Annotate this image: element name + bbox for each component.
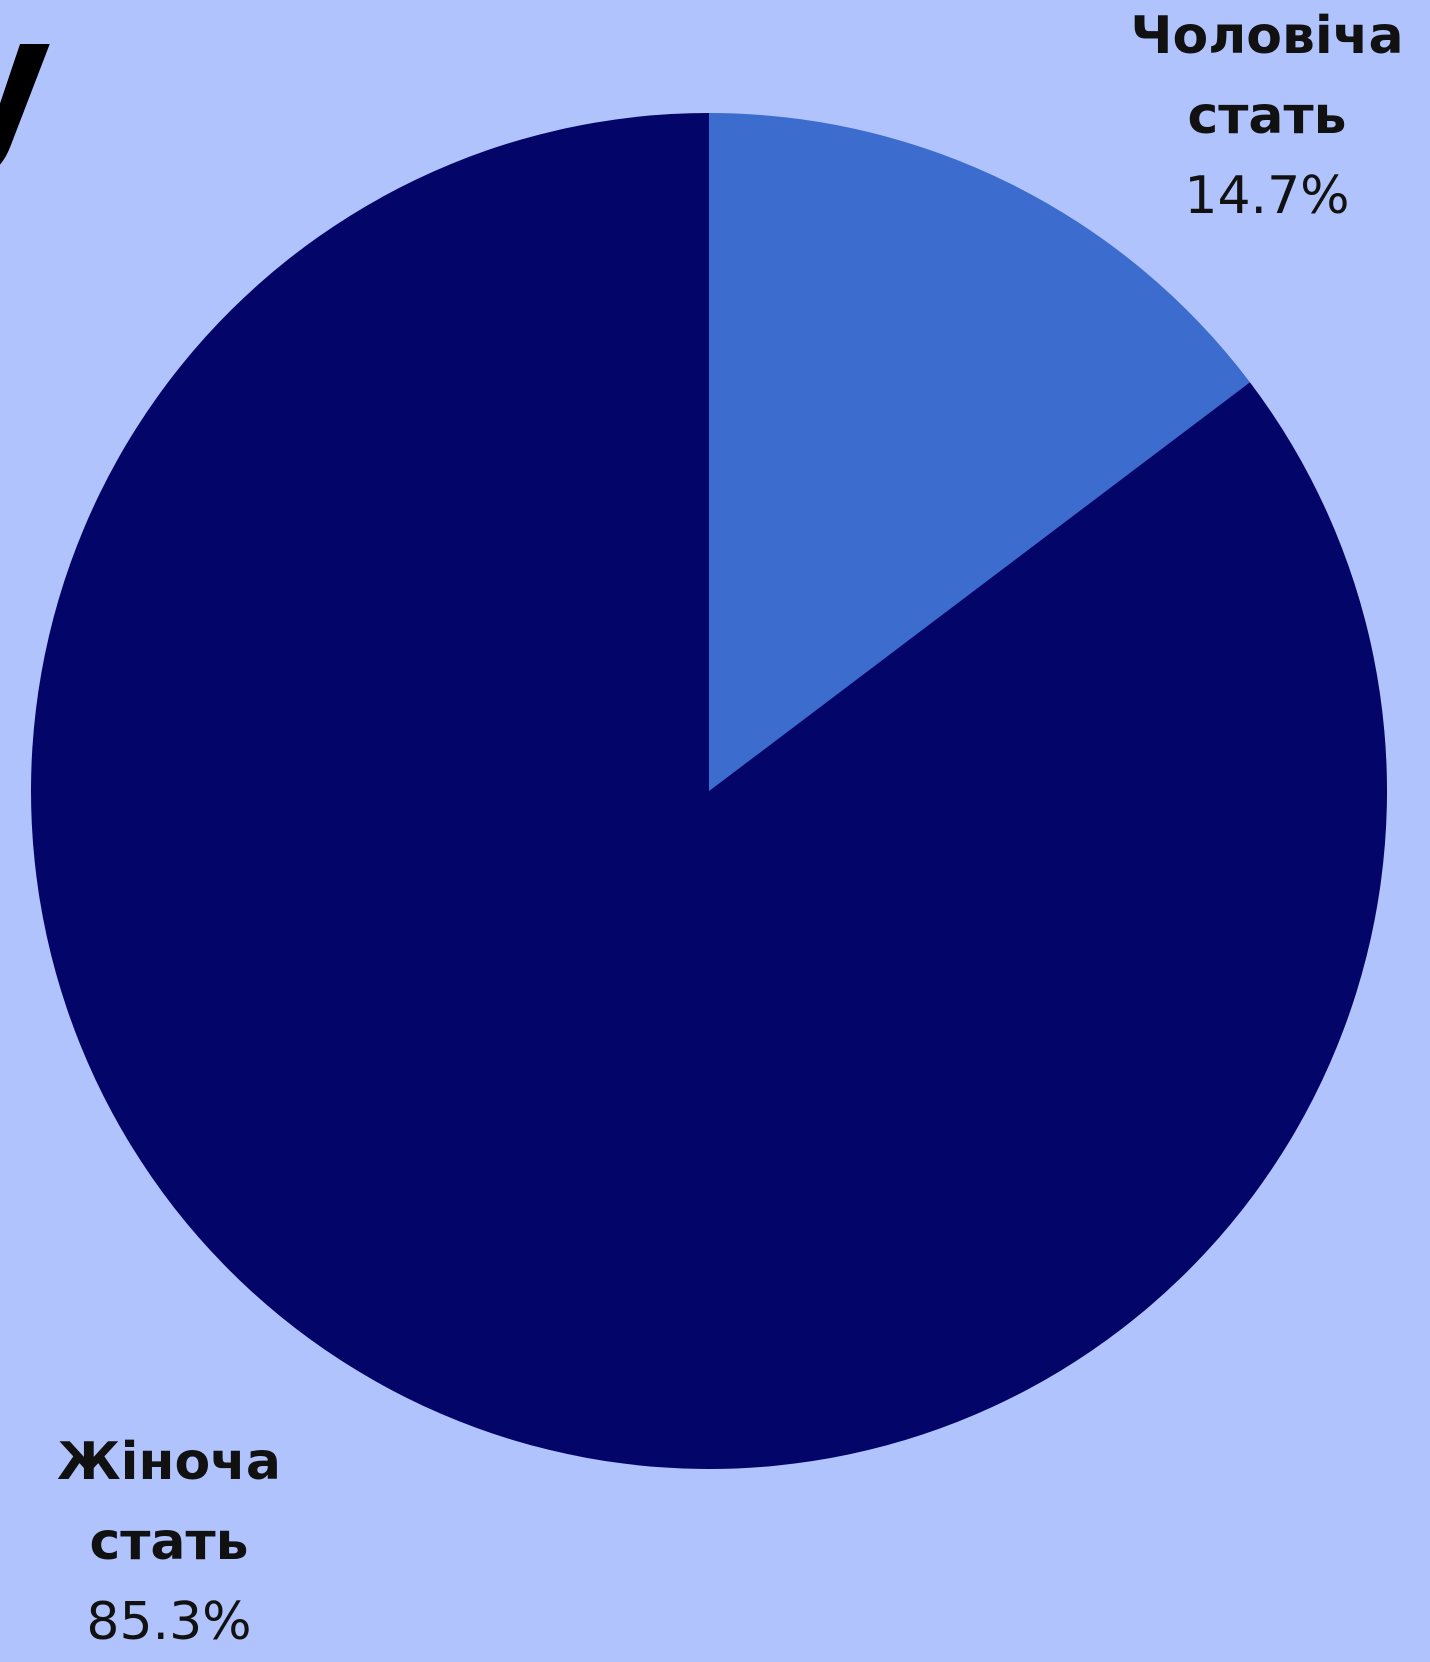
pie-slice-female (30, 113, 1388, 1470)
slice-label-male: Чоловіча стать 14.7% (1107, 0, 1427, 236)
slice-label-male-percent: 14.7% (1184, 166, 1350, 226)
slice-label-female: Жіноча стать 85.3% (9, 1422, 329, 1662)
cropped-title-fragment: y (0, 0, 53, 164)
slice-label-female-line2: стать (89, 1512, 249, 1572)
pie-slice-male (709, 113, 1250, 791)
slice-label-male-line1: Чоловіча (1130, 6, 1404, 66)
pie-chart (30, 113, 1388, 1470)
slice-label-female-percent: 85.3% (86, 1592, 252, 1652)
slice-label-female-line1: Жіноча (57, 1432, 281, 1492)
slice-label-male-line2: стать (1187, 86, 1347, 146)
